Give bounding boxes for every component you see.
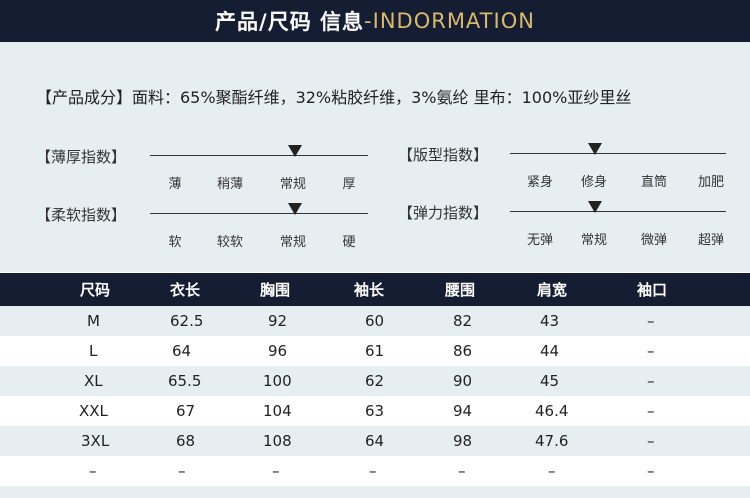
cell-sleeve: 64 [332, 426, 425, 456]
cell-sleeve: – [332, 456, 425, 486]
fit-scale-line [510, 153, 726, 154]
softness-option: 硬 [342, 235, 356, 250]
col-header-cuff: 袖口 [610, 273, 750, 306]
size-table-header-row: 尺码 衣长 胸围 袖长 腰围 肩宽 袖口 [0, 273, 750, 306]
cell-chest: 92 [240, 306, 332, 336]
thickness-scale-label: 【薄厚指数】 [36, 148, 127, 166]
cell-sleeve: 63 [332, 396, 425, 426]
cell-chest: 108 [240, 426, 332, 456]
thickness-scale-line [150, 155, 368, 156]
cell-sleeve: 61 [332, 336, 425, 366]
cell-chest: 96 [240, 336, 332, 366]
thickness-option: 厚 [342, 177, 356, 192]
cell-size: XXL [0, 396, 150, 426]
table-row: – – – – – – – [0, 456, 750, 486]
fit-option: 紧身 [526, 175, 554, 190]
header-title-cn: 产品/尺码 信息 [215, 10, 365, 34]
product-info-panel: 【产品成分】面料：65%聚酯纤维，32%粘胶纤维，3%氨纶 里布：100%亚纱里… [0, 42, 750, 272]
thickness-scale-marker [288, 145, 302, 157]
cell-shoulder: – [515, 456, 610, 486]
softness-scale-label: 【柔软指数】 [36, 206, 127, 224]
cell-length: 67 [150, 396, 240, 426]
cell-waist: 98 [425, 426, 515, 456]
thickness-option: 常规 [279, 177, 307, 192]
elasticity-option: 常规 [580, 233, 608, 248]
cell-waist: 86 [425, 336, 515, 366]
cell-chest: – [240, 456, 332, 486]
cell-sleeve: 62 [332, 366, 425, 396]
table-row: XXL 67 104 63 94 46.4 – [0, 396, 750, 426]
softness-option: 较软 [216, 235, 244, 250]
cell-cuff: – [610, 396, 750, 426]
cell-length: 62.5 [150, 306, 240, 336]
fit-scale-label: 【版型指数】 [398, 146, 489, 164]
col-header-sleeve: 袖长 [332, 273, 425, 306]
cell-waist: – [425, 456, 515, 486]
cell-shoulder: 45 [515, 366, 610, 396]
cell-cuff: – [610, 366, 750, 396]
cell-chest: 104 [240, 396, 332, 426]
col-header-length: 衣长 [150, 273, 240, 306]
table-row: M 62.5 92 60 82 43 – [0, 306, 750, 336]
elasticity-option: 无弹 [526, 233, 554, 248]
cell-cuff: – [610, 426, 750, 456]
softness-scale-marker [288, 203, 302, 215]
col-header-shoulder: 肩宽 [515, 273, 610, 306]
cell-shoulder: 43 [515, 306, 610, 336]
cell-shoulder: 46.4 [515, 396, 610, 426]
size-table: 尺码 衣长 胸围 袖长 腰围 肩宽 袖口 M 62.5 92 60 82 43 … [0, 273, 750, 486]
cell-length: – [150, 456, 240, 486]
cell-shoulder: 44 [515, 336, 610, 366]
page-header: 产品/尺码 信息 -INDORMATION [0, 0, 750, 42]
cell-size: XL [0, 366, 150, 396]
col-header-waist: 腰围 [425, 273, 515, 306]
softness-option: 软 [168, 235, 182, 250]
thickness-option: 稍薄 [216, 177, 244, 192]
cell-size: 3XL [0, 426, 150, 456]
bottom-strip [0, 486, 750, 498]
elasticity-scale-marker [588, 201, 602, 213]
elasticity-scale-line [510, 211, 726, 212]
cell-cuff: – [610, 306, 750, 336]
composition-text: 【产品成分】面料：65%聚酯纤维，32%粘胶纤维，3%氨纶 里布：100%亚纱里… [36, 88, 632, 107]
header-title-en: -INDORMATION [364, 9, 535, 33]
cell-length: 65.5 [150, 366, 240, 396]
table-row: 3XL 68 108 64 98 47.6 – [0, 426, 750, 456]
cell-waist: 94 [425, 396, 515, 426]
cell-length: 64 [150, 336, 240, 366]
softness-option: 常规 [279, 235, 307, 250]
fit-option: 修身 [580, 175, 608, 190]
cell-cuff: – [610, 336, 750, 366]
cell-size: – [0, 456, 150, 486]
elasticity-option: 微弹 [640, 233, 668, 248]
softness-scale-line [150, 213, 368, 214]
table-row: L 64 96 61 86 44 – [0, 336, 750, 366]
cell-cuff: – [610, 456, 750, 486]
cell-chest: 100 [240, 366, 332, 396]
cell-waist: 82 [425, 306, 515, 336]
elasticity-option: 超弹 [697, 233, 725, 248]
thickness-option: 薄 [168, 177, 182, 192]
cell-length: 68 [150, 426, 240, 456]
cell-size: L [0, 336, 150, 366]
cell-sleeve: 60 [332, 306, 425, 336]
col-header-chest: 胸围 [240, 273, 332, 306]
col-header-size: 尺码 [0, 273, 150, 306]
fit-option: 直筒 [640, 175, 668, 190]
fit-scale-marker [588, 143, 602, 155]
cell-size: M [0, 306, 150, 336]
elasticity-scale-label: 【弹力指数】 [398, 204, 489, 222]
cell-waist: 90 [425, 366, 515, 396]
cell-shoulder: 47.6 [515, 426, 610, 456]
table-row: XL 65.5 100 62 90 45 – [0, 366, 750, 396]
fit-option: 加肥 [697, 175, 725, 190]
